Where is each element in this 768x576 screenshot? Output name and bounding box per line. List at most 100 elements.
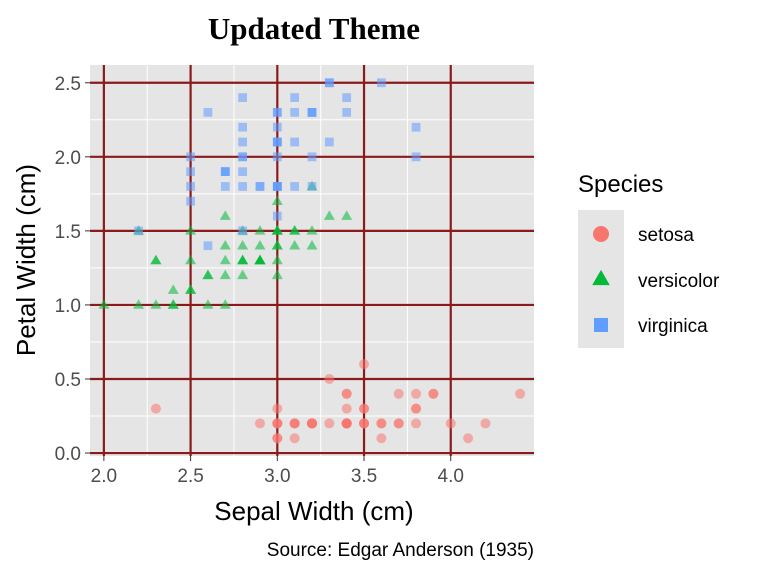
setosa-point (411, 403, 422, 414)
versicolor-point (150, 254, 162, 265)
virginica-point (342, 93, 352, 102)
y-tick-label: 1.0 (55, 296, 81, 317)
setosa-point (150, 403, 161, 414)
virginica-point (272, 122, 282, 132)
setosa-point (411, 418, 422, 429)
virginica-point (307, 108, 317, 117)
setosa-point (359, 359, 370, 370)
setosa-point (272, 403, 283, 414)
legend-keys (592, 226, 610, 332)
virginica-point (186, 167, 195, 177)
setosa-point (289, 433, 300, 444)
setosa-point (359, 403, 370, 414)
versicolor-point (254, 254, 266, 265)
setosa-point (376, 433, 387, 444)
versicolor-point (341, 210, 353, 220)
setosa-point (307, 418, 317, 429)
chart-title: Updated Theme (208, 11, 420, 46)
virginica-point (324, 78, 334, 88)
virginica-point (307, 182, 317, 191)
versicolor-point (185, 225, 197, 235)
setosa-point (480, 418, 491, 429)
virginica-point (238, 152, 247, 162)
versicolor-point (306, 239, 318, 250)
virginica-point (220, 167, 230, 177)
setosa-point (324, 373, 335, 384)
setosa-point (272, 418, 283, 429)
virginica-point (272, 137, 282, 147)
virginica-point (290, 108, 300, 117)
y-axis-title: Petal Width (cm) (11, 164, 41, 356)
setosa-point (463, 433, 474, 444)
virginica-point (272, 108, 282, 117)
versicolor-point (289, 225, 301, 235)
y-tick-label: 2.5 (55, 74, 81, 95)
versicolor-point (167, 299, 179, 309)
versicolor-point (237, 239, 249, 250)
virginica-point (238, 167, 247, 177)
virginica-point (290, 182, 300, 191)
virginica-point (290, 93, 300, 102)
legend-title: Species (578, 171, 663, 198)
legend-label-setosa: setosa (638, 225, 694, 246)
setosa-point (411, 388, 422, 399)
legend-label-versicolor: versicolor (638, 271, 720, 292)
versicolor-point (271, 269, 283, 280)
virginica-point (238, 182, 247, 191)
setosa-point (272, 433, 283, 444)
versicolor-point (289, 239, 301, 250)
chart-caption: Source: Edgar Anderson (1935) (267, 540, 534, 561)
virginica-point (186, 196, 195, 206)
x-axis-title: Sepal Width (cm) (214, 496, 413, 526)
setosa-point (445, 418, 456, 429)
virginica-point (342, 108, 352, 117)
data-points (98, 78, 526, 444)
setosa-point (341, 388, 352, 399)
virginica-point (238, 93, 247, 102)
virginica-point (272, 211, 282, 221)
versicolor-point (237, 254, 249, 265)
versicolor-point (254, 225, 266, 235)
setosa-point (376, 418, 387, 429)
setosa-point (393, 418, 404, 429)
setosa-point (515, 388, 526, 399)
versicolor-point (271, 195, 283, 206)
virginica-point (238, 137, 247, 147)
versicolor-point (219, 269, 231, 280)
virginica-point (203, 241, 213, 251)
virginica-point (203, 108, 213, 117)
versicolor-point (219, 210, 231, 220)
versicolor-point (185, 284, 197, 294)
virginica-point (134, 226, 143, 236)
virginica-point (411, 152, 421, 162)
y-tick-label: 0.5 (55, 370, 81, 391)
virginica-point (186, 182, 195, 191)
virginica-point (272, 182, 282, 191)
setosa-point (428, 388, 439, 399)
legend-key-setosa (593, 226, 609, 242)
x-tick-label: 2.5 (177, 466, 203, 487)
virginica-point (186, 152, 195, 162)
versicolor-point (271, 254, 283, 265)
x-tick-label: 2.0 (91, 466, 117, 487)
y-tick-label: 2.0 (55, 148, 81, 169)
x-axis-ticks: 2.0 2.5 3.0 3.5 4.0 (91, 456, 464, 487)
setosa-point (289, 418, 300, 429)
setosa-point (341, 403, 352, 414)
versicolor-point (254, 239, 266, 250)
versicolor-point (237, 269, 249, 280)
versicolor-point (202, 299, 214, 309)
virginica-point (324, 137, 334, 147)
setosa-point (254, 418, 265, 429)
virginica-point (290, 137, 300, 147)
legend-key-virginica (594, 318, 608, 332)
plot-panel (90, 65, 534, 456)
x-tick-label: 4.0 (438, 466, 464, 487)
setosa-point (341, 418, 352, 429)
versicolor-point (271, 225, 283, 235)
versicolor-point (202, 269, 214, 280)
x-tick-label: 3.5 (351, 466, 377, 487)
versicolor-point (133, 299, 145, 309)
virginica-point (411, 122, 421, 132)
legend: Species setosa versicolor virginica (578, 171, 720, 348)
